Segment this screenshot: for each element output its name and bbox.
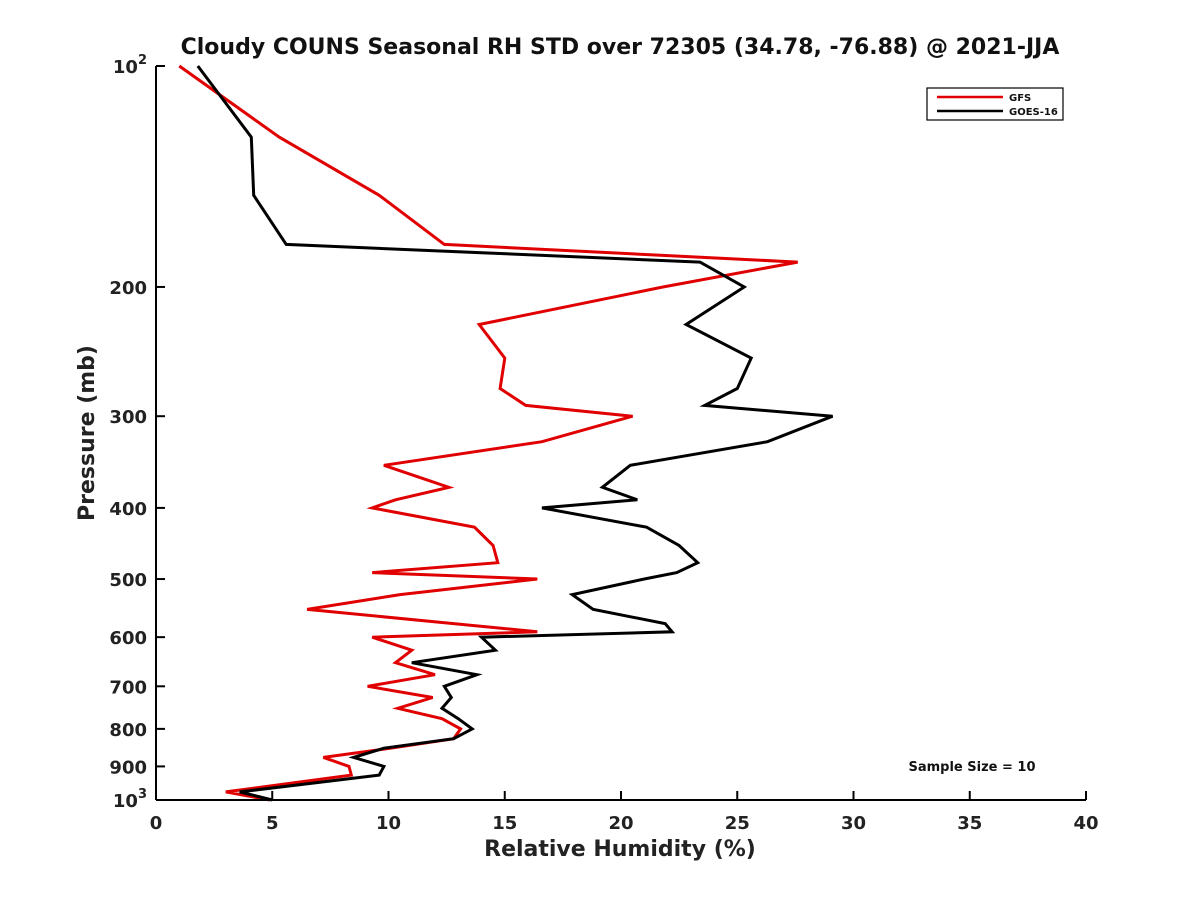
y-tick-label: 103	[113, 787, 147, 812]
x-tick-label: 5	[266, 813, 279, 834]
y-tick-label: 102	[113, 53, 147, 78]
x-tick-label: 30	[841, 813, 866, 834]
series-line-gfs	[178, 64, 798, 802]
x-tick-label: 15	[492, 813, 517, 834]
sample-size-annotation: Sample Size = 10	[908, 760, 1035, 775]
series-layer	[178, 64, 834, 802]
y-tick-label: 300	[109, 407, 147, 428]
y-tick-label: 800	[109, 720, 147, 741]
plot-frame	[156, 66, 1086, 800]
legend-entries: GFS GOES-16	[937, 93, 1058, 118]
legend-label-gfs: GFS	[1009, 93, 1031, 104]
legend: GFS GOES-16	[926, 87, 1064, 121]
y-axis-label: Pressure (mb)	[75, 345, 100, 521]
x-tick-label: 20	[608, 813, 633, 834]
x-tick-label: 40	[1073, 813, 1098, 834]
y-tick-label: 500	[109, 570, 147, 591]
x-tick-label: 25	[725, 813, 750, 834]
x-axis-label: Relative Humidity (%)	[484, 837, 756, 862]
y-tick-label: 900	[109, 757, 147, 778]
legend-label-goes-16: GOES-16	[1009, 107, 1058, 118]
series-line-goes-16	[196, 65, 834, 802]
plot-area: 0 5 10 15 20 25 30 35 40 102 200 300 400 500 600 700 800…	[109, 53, 1098, 834]
legend-box	[926, 87, 1064, 121]
y-tick-label: 400	[109, 499, 147, 520]
y-tick-label: 600	[109, 628, 147, 649]
axes-layer: 0 5 10 15 20 25 30 35 40 102 200 300 400 500 600 700 800…	[109, 53, 1098, 834]
y-tick-label: 200	[109, 278, 147, 299]
y-tick-label: 700	[109, 677, 147, 698]
x-tick-label: 35	[957, 813, 982, 834]
x-tick-label: 10	[376, 813, 401, 834]
chart-title: Cloudy COUNS Seasonal RH STD over 72305 …	[181, 35, 1060, 60]
x-tick-label: 0	[150, 813, 163, 834]
